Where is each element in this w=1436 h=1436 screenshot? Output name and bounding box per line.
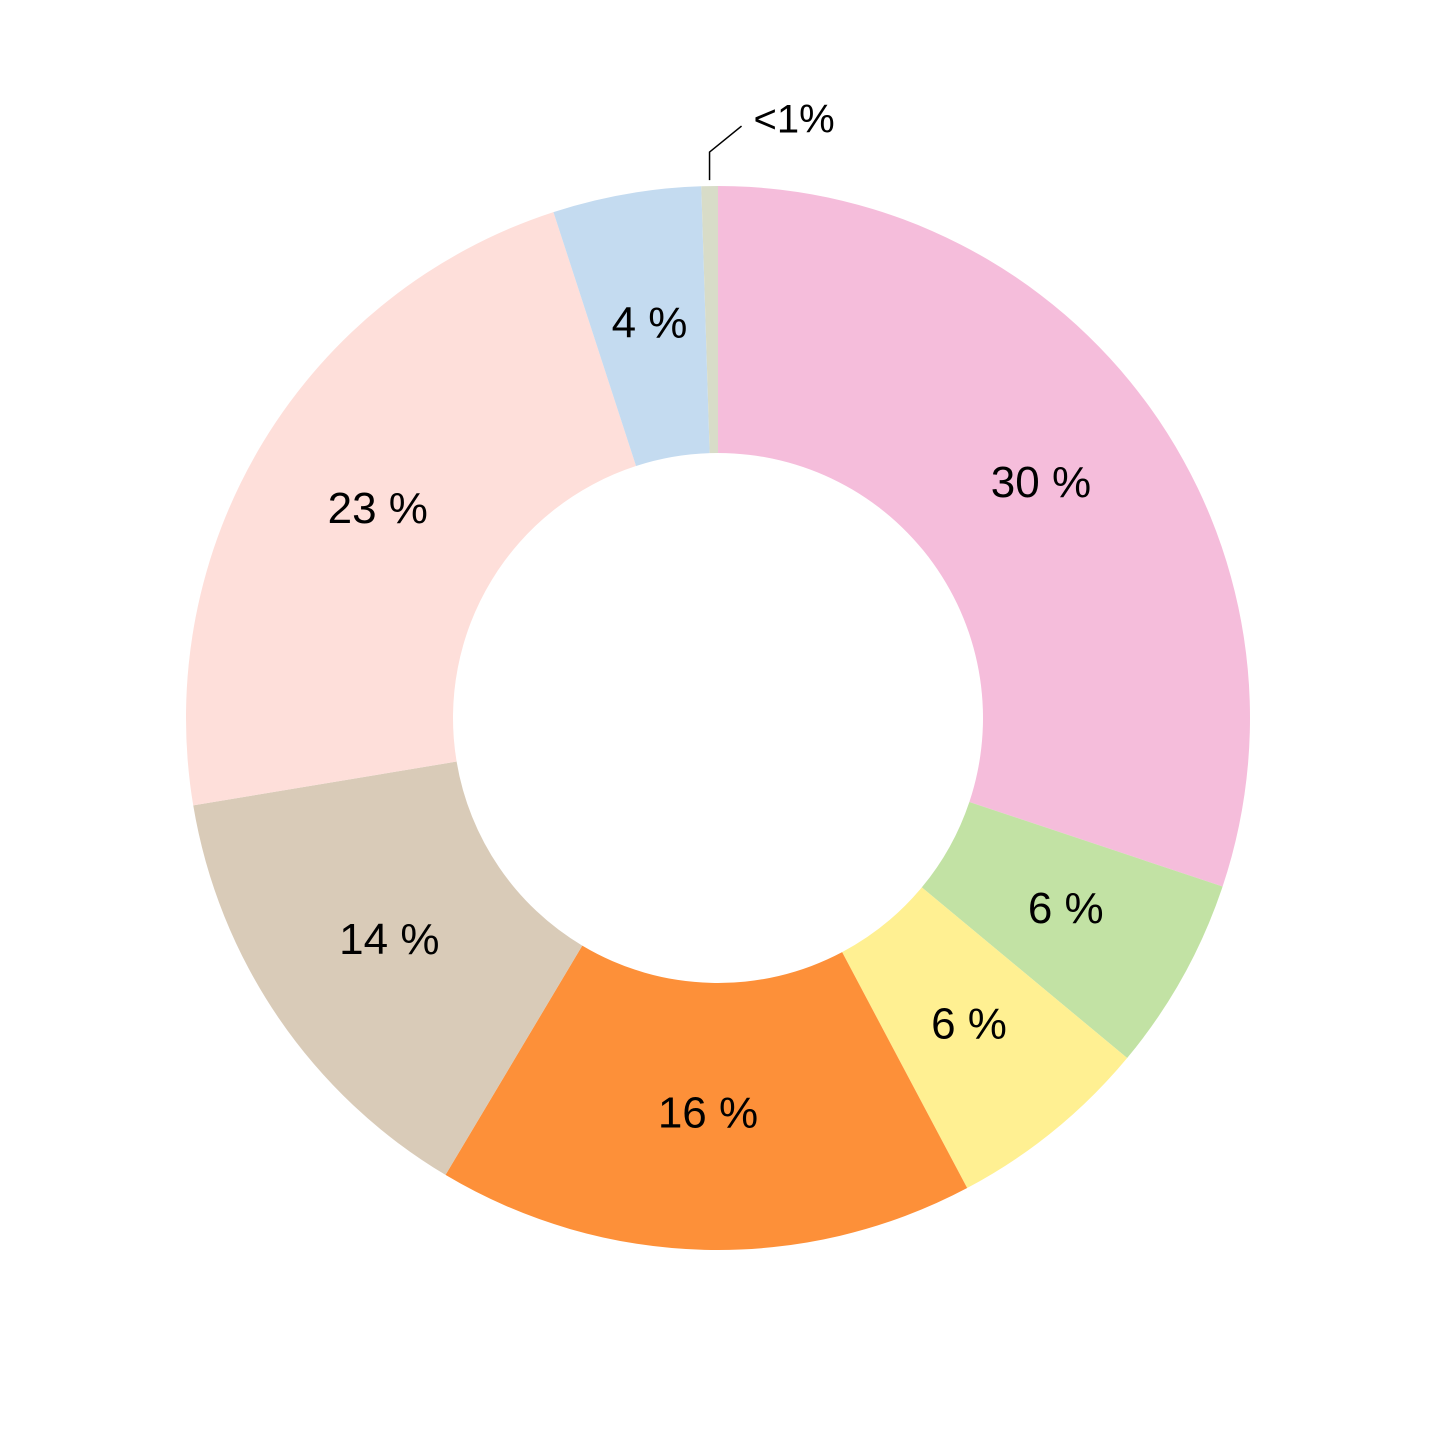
donut-slice-2 [842,887,1128,1189]
slice-label-3: 16 % [658,1088,758,1137]
slice-label-6: 4 % [612,299,688,348]
slice-label-7: <1% [754,98,835,142]
slice-label-4: 14 % [339,915,439,964]
donut-slice-6 [553,186,710,466]
donut-slice-4 [193,761,583,1175]
slice-label-1: 6 % [1028,884,1104,933]
donut-slice-3 [445,945,968,1250]
donut-slice-labels: 30 % 6 % 6 % 16 % 14 % 23 % 4 % <1% [328,98,1104,1138]
slice-label-2: 6 % [931,999,1007,1048]
donut-slice-0 [718,186,1250,887]
donut-slice-7 [701,186,718,454]
donut-slice-1 [921,801,1223,1059]
callout-leader-line [708,125,743,181]
slice-label-5: 23 % [328,484,428,533]
donut-slice-5 [186,212,637,806]
donut-slices [186,186,1250,1250]
slice-label-0: 30 % [991,458,1091,507]
